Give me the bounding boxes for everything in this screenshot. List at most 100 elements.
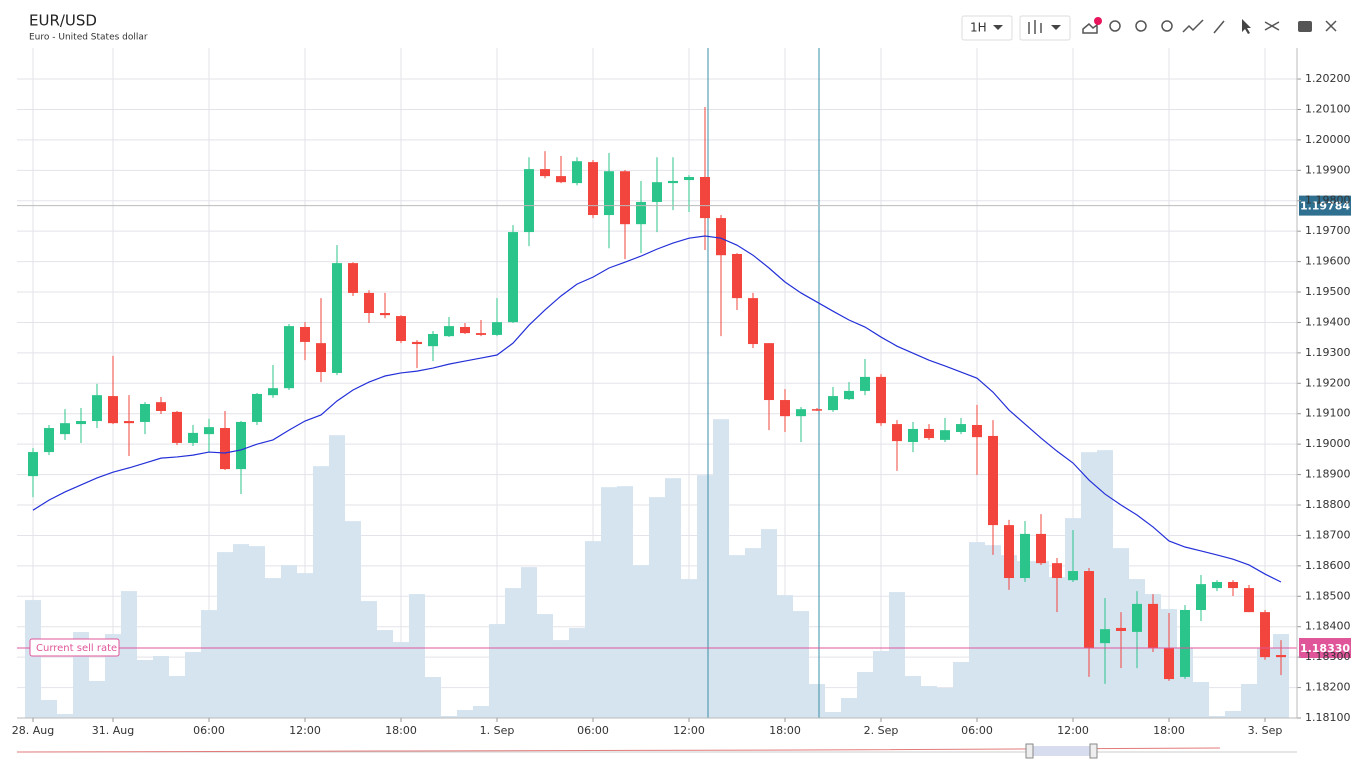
x-tick-label: 06:00 xyxy=(577,724,609,737)
volume-bar xyxy=(537,614,553,718)
volume-bar xyxy=(697,475,713,718)
candle-body xyxy=(428,334,438,347)
volume-bar xyxy=(713,419,729,718)
price-label: 1.18330 xyxy=(1300,642,1350,655)
settings-button[interactable] xyxy=(1161,20,1173,32)
candle-body xyxy=(684,177,694,181)
pointer-button[interactable] xyxy=(1242,19,1251,34)
chart-type-icon xyxy=(1028,20,1042,34)
y-tick-label: 1.18500 xyxy=(1305,589,1351,602)
draw-button[interactable] xyxy=(1213,20,1225,34)
x-tick-label: 12:00 xyxy=(1057,724,1089,737)
price-label: 1.19784 xyxy=(1300,200,1350,213)
candle-body xyxy=(332,263,342,373)
axes: 1.18100 1.18200 1.18300 1.18400 1.18500 1.186… xyxy=(12,48,1351,737)
y-tick-label: 1.19500 xyxy=(1305,285,1351,298)
overlays: 1.19784 1.18330 Current sell rate xyxy=(17,195,1351,659)
volume-bar xyxy=(121,591,137,718)
zoom-in-button[interactable] xyxy=(1109,20,1121,32)
chart-type-button[interactable] xyxy=(1019,15,1071,41)
volume-bar xyxy=(505,588,521,718)
trend-line-button[interactable] xyxy=(1182,19,1204,33)
zoom-out-button[interactable] xyxy=(1135,20,1147,32)
volume-bar xyxy=(185,652,201,718)
candle-body xyxy=(44,428,54,453)
volume-bar xyxy=(233,544,249,718)
y-tick-label: 1.18300 xyxy=(1305,650,1351,663)
close-button[interactable] xyxy=(1325,20,1337,32)
y-tick-label: 1.19400 xyxy=(1305,315,1351,328)
candle-body xyxy=(1212,581,1222,589)
candle-body xyxy=(1180,609,1190,677)
dropdown-arrow xyxy=(993,25,1003,30)
candle-body xyxy=(748,298,758,345)
volume-bar xyxy=(1193,682,1209,718)
candle-body xyxy=(524,169,534,233)
y-tick-label: 1.19100 xyxy=(1305,407,1351,420)
screenshot-button[interactable] xyxy=(1298,21,1312,32)
crosshair-button[interactable] xyxy=(1264,21,1280,31)
volume-bar xyxy=(921,686,937,718)
navigator-window[interactable] xyxy=(1030,746,1094,756)
volume-bar xyxy=(857,672,873,718)
candle-body xyxy=(620,171,630,225)
candle-body xyxy=(1164,648,1174,680)
volume-bar xyxy=(873,651,889,718)
volume-bar xyxy=(377,630,393,718)
candle-body xyxy=(508,232,518,323)
candle-body xyxy=(156,402,166,411)
y-tick-label: 1.18900 xyxy=(1305,468,1351,481)
candle-body xyxy=(476,333,486,335)
volume-bar xyxy=(361,601,377,718)
candle-body xyxy=(236,421,246,470)
volume-bar xyxy=(809,684,825,718)
volume-bar xyxy=(777,595,793,718)
volume-bar xyxy=(25,600,41,718)
candle-body xyxy=(988,435,998,526)
y-tick-label: 1.18400 xyxy=(1305,620,1351,633)
candle-body xyxy=(732,253,742,299)
candle-body xyxy=(828,396,838,411)
x-tick-label: 12:00 xyxy=(673,724,705,737)
price-line-name: Current sell rate xyxy=(36,643,117,654)
x-tick-label: 18:00 xyxy=(1153,724,1185,737)
interval-label[interactable]: 1H xyxy=(970,21,987,35)
volume-bar xyxy=(681,579,697,718)
volume-bars xyxy=(25,419,1289,718)
navigator-handle[interactable] xyxy=(1025,743,1034,759)
volume-bar xyxy=(1001,555,1017,718)
candle-body xyxy=(140,403,150,422)
volume-bar xyxy=(1257,648,1273,718)
volume-bar xyxy=(953,662,969,718)
x-tick-label: 3. Sep xyxy=(1248,724,1283,737)
indicators-button[interactable] xyxy=(1082,22,1098,34)
volume-bar xyxy=(137,660,153,718)
candle-body xyxy=(956,424,966,432)
candle-body xyxy=(1244,588,1254,613)
volume-bar xyxy=(249,546,265,718)
candle-body xyxy=(444,326,454,337)
candle-body xyxy=(1196,584,1206,610)
volume-bar xyxy=(889,592,905,718)
candle-body xyxy=(1260,612,1270,658)
candle-body xyxy=(492,322,502,335)
candle-body xyxy=(380,313,390,316)
candle-body xyxy=(300,327,310,342)
volume-bar xyxy=(937,688,953,718)
volume-bar xyxy=(649,497,665,718)
x-tick-label: 28. Aug xyxy=(12,724,54,737)
candle-body xyxy=(108,396,118,424)
candle-body xyxy=(1052,563,1062,579)
moving-average-line xyxy=(32,235,1282,583)
navigator-handle[interactable] xyxy=(1089,743,1098,759)
chart-subtitle: Euro - United States dollar xyxy=(29,33,148,43)
interval-button[interactable] xyxy=(961,15,1013,41)
volume-bar xyxy=(473,706,489,718)
volume-bar xyxy=(841,698,857,718)
volume-bar xyxy=(905,676,921,718)
candle-body xyxy=(412,341,422,345)
volume-bar xyxy=(569,628,585,718)
candle-body xyxy=(780,400,790,417)
candle-body xyxy=(940,430,950,440)
y-tick-label: 1.19200 xyxy=(1305,376,1351,389)
